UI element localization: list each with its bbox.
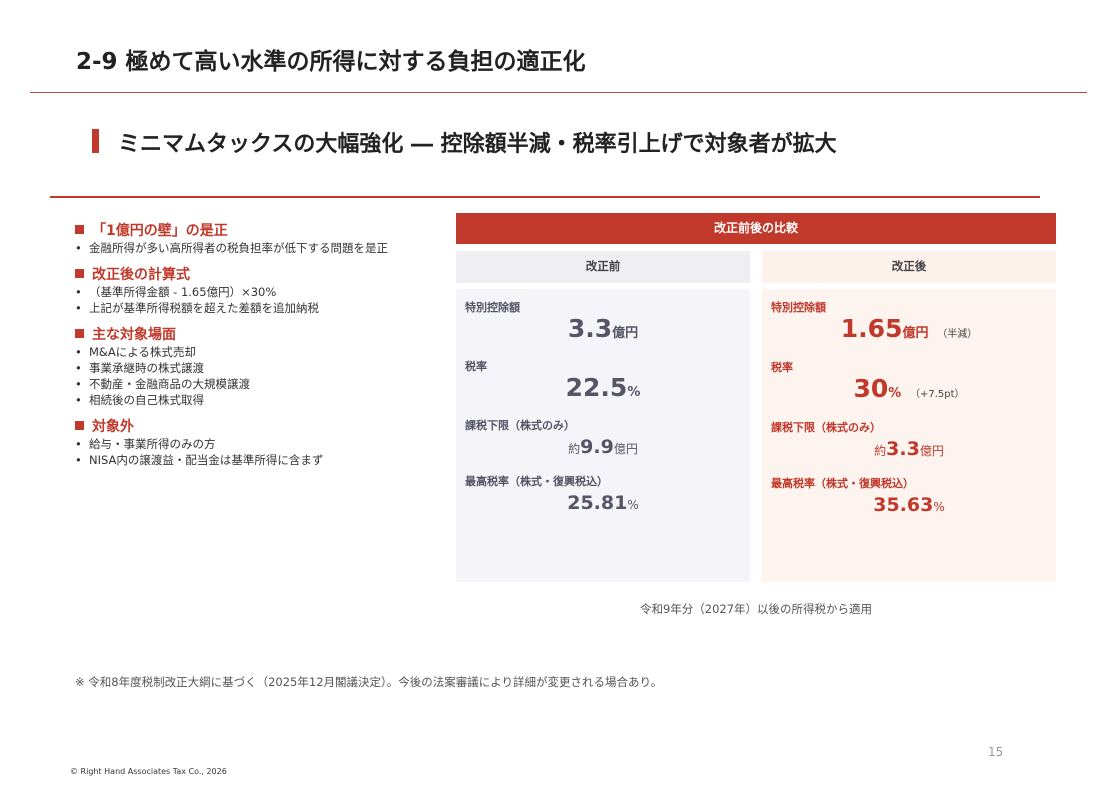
section-heading: 改正後の計算式 xyxy=(75,264,445,284)
bullet-item: NISA内の譲渡益・配当金は基準所得に含まず xyxy=(75,452,445,468)
subtitle: ミニマムタックスの大幅強化 ― 控除額半減・税率引上げで対象者が拡大 xyxy=(118,132,837,157)
before-column-header: 改正前 xyxy=(456,251,750,283)
square-bullet-icon xyxy=(75,269,84,278)
deduction: 3.3 xyxy=(567,314,613,343)
bullet-item: 事業承継時の株式譲渡 xyxy=(75,360,445,376)
deduction-unit: 億円 xyxy=(612,326,639,341)
max-unit: % xyxy=(933,500,945,514)
rate-unit: % xyxy=(888,386,902,401)
floor-prefix: 約 xyxy=(568,442,581,456)
rate-unit: % xyxy=(627,385,641,400)
deduction-value: 1.65億円 （半減） xyxy=(771,315,1047,349)
rate-label: 税率 xyxy=(465,360,487,373)
max-rate-label: 最高税率（株式・復興税込） xyxy=(771,477,914,490)
max-rate-value: 35.63% xyxy=(771,491,1047,521)
deduction-note: （半減） xyxy=(937,329,978,340)
rate-note: （+7.5pt） xyxy=(909,389,965,400)
deduction-label: 特別控除額 xyxy=(465,301,520,314)
floor: 3.3 xyxy=(886,438,920,460)
comparison-header: 改正前後の比較 xyxy=(456,213,1056,244)
copyright: © Right Hand Associates Tax Co., 2026 xyxy=(70,767,227,776)
section-heading: 対象外 xyxy=(75,416,445,436)
floor-value: 約9.9億円 xyxy=(465,433,741,463)
floor-prefix: 約 xyxy=(874,444,887,458)
section-heading: 主な対象場面 xyxy=(75,324,445,344)
rate-value: 30% （+7.5pt） xyxy=(771,375,1047,409)
page-title: 2-9 極めて高い水準の所得に対する負担の適正化 xyxy=(76,49,586,75)
section-heading-text: 対象外 xyxy=(92,419,134,435)
square-bullet-icon xyxy=(75,329,84,338)
page-number: 15 xyxy=(988,745,1004,759)
rate-value: 22.5% xyxy=(465,374,741,407)
rate-label: 税率 xyxy=(771,361,793,374)
footnote: ※ 令和8年度税制改正大綱に基づく（2025年12月閣議決定）。今後の法案審議に… xyxy=(75,675,663,689)
max-rate-value: 25.81% xyxy=(465,489,741,519)
bullet-item: 上記が基準所得税額を超えた差額を追加納税 xyxy=(75,300,445,316)
square-bullet-icon xyxy=(75,225,84,234)
section-heading: 「1億円の壁」の是正 xyxy=(75,220,445,240)
floor-label: 課税下限（株式のみ） xyxy=(465,419,575,432)
section-heading-text: 主な対象場面 xyxy=(92,327,176,343)
key-points: 「1億円の壁」の是正金融所得が多い高所得者の税負担率が低下する問題を是正改正後の… xyxy=(75,214,445,468)
rate: 22.5 xyxy=(565,373,628,402)
effective-date-note: 令和9年分（2027年）以後の所得税から適用 xyxy=(639,602,873,616)
after-panel: 特別控除額 1.65億円 （半減） 税率 30% （+7.5pt） 課税下限（株式のみ）… xyxy=(762,289,1056,582)
deduction-value: 3.3億円 xyxy=(465,315,741,348)
before-panel: 特別控除額 3.3億円 税率 22.5% 課税下限（株式のみ） 約9.9億円 最高税率（株式… xyxy=(456,289,750,582)
bullet-item: （基準所得金額 - 1.65億円）×30% xyxy=(75,284,445,300)
bullet-item: 金融所得が多い高所得者の税負担率が低下する問題を是正 xyxy=(75,240,445,256)
floor: 9.9 xyxy=(580,436,614,458)
floor-unit: 億円 xyxy=(919,444,944,458)
divider xyxy=(50,196,1040,198)
rate: 30 xyxy=(853,374,889,403)
floor-value: 約3.3億円 xyxy=(771,435,1047,465)
max: 35.63 xyxy=(873,494,934,516)
max-rate-label: 最高税率（株式・復興税込） xyxy=(465,475,608,488)
section-heading-text: 改正後の計算式 xyxy=(92,267,190,283)
max: 25.81 xyxy=(567,492,628,514)
after-column-header: 改正後 xyxy=(762,251,1056,283)
bullet-item: 給与・事業所得のみの方 xyxy=(75,436,445,452)
floor-unit: 億円 xyxy=(613,442,638,456)
square-bullet-icon xyxy=(75,421,84,430)
bullet-item: 相続後の自己株式取得 xyxy=(75,392,445,408)
bullet-item: 不動産・金融商品の大規模譲渡 xyxy=(75,376,445,392)
deduction-unit: 億円 xyxy=(902,326,929,341)
section-heading-text: 「1億円の壁」の是正 xyxy=(92,223,228,239)
floor-label: 課税下限（株式のみ） xyxy=(771,421,881,434)
divider xyxy=(30,92,1087,93)
deduction: 1.65 xyxy=(840,314,903,343)
subtitle-marker xyxy=(92,129,99,153)
deduction-label: 特別控除額 xyxy=(771,301,826,314)
max-unit: % xyxy=(627,498,639,512)
bullet-item: M&Aによる株式売却 xyxy=(75,344,445,360)
